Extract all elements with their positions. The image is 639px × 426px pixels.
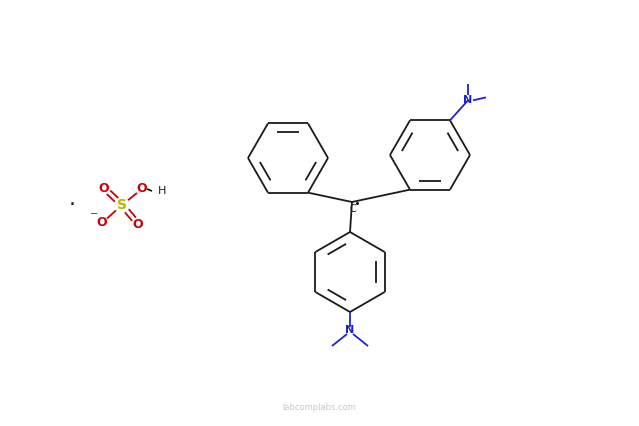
Text: −: − <box>90 209 98 219</box>
Text: ·: · <box>68 195 75 215</box>
Text: H: H <box>158 186 166 196</box>
Text: labcomplabs.com: labcomplabs.com <box>282 403 356 412</box>
Text: O: O <box>96 216 107 230</box>
Text: O: O <box>133 218 143 230</box>
Text: O: O <box>98 181 109 195</box>
Text: C: C <box>350 204 357 214</box>
Text: S: S <box>117 198 127 212</box>
Text: N: N <box>345 325 355 335</box>
Text: N: N <box>463 95 473 105</box>
Text: O: O <box>137 182 148 196</box>
